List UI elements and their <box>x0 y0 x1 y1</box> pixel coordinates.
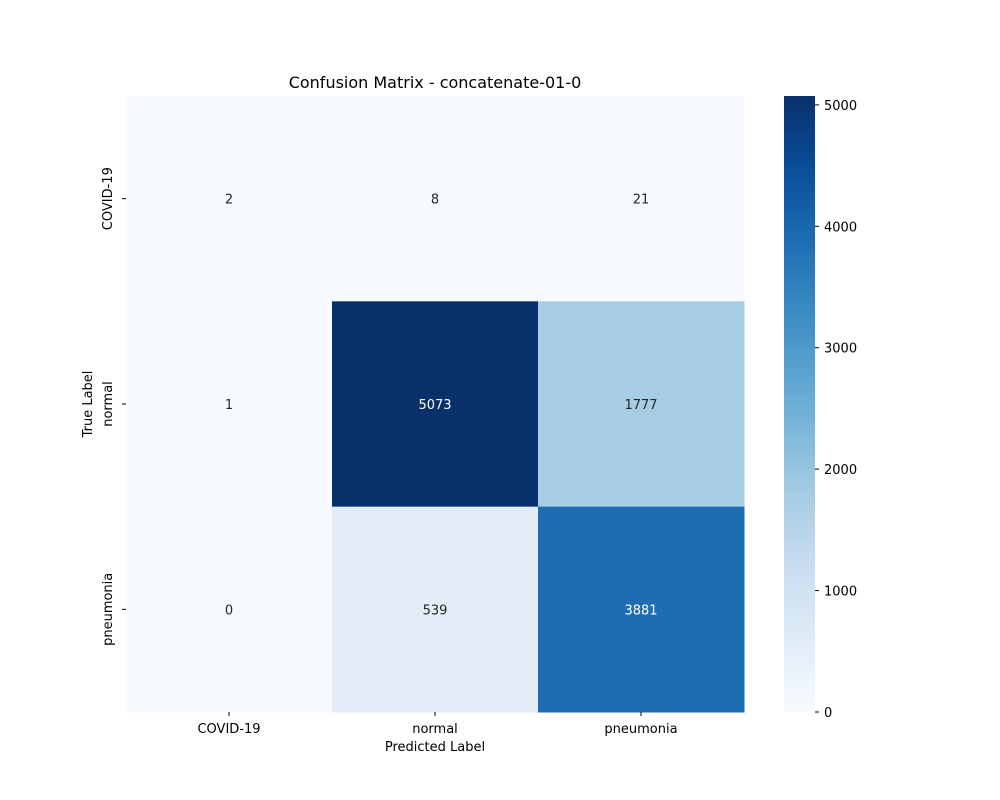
y-axis-ticks: COVID-19 normal pneumonia <box>101 167 126 646</box>
x-tick-label: COVID-19 <box>197 722 260 737</box>
cell-value: 1777 <box>624 398 657 413</box>
cell-value: 3881 <box>624 603 657 618</box>
colorbar-tick-label: 3000 <box>824 342 857 357</box>
cell-value: 2 <box>225 193 233 208</box>
heatmap-cell <box>538 96 745 302</box>
heatmap-cells <box>126 96 745 713</box>
colorbar-ticks: 0 1000 2000 3000 4000 5000 <box>815 99 857 721</box>
cell-value: 539 <box>423 603 448 618</box>
x-tick-label: pneumonia <box>604 722 677 737</box>
colorbar-tick-label: 1000 <box>824 585 857 600</box>
heatmap-cell <box>332 301 539 508</box>
x-axis-ticks: COVID-19 normal pneumonia <box>197 712 678 737</box>
cell-value: 21 <box>633 193 650 208</box>
cell-value: 1 <box>225 398 233 413</box>
heatmap-cell <box>126 96 333 302</box>
x-tick-label: normal <box>412 722 458 737</box>
y-tick-label: COVID-19 <box>101 167 116 230</box>
cell-value: 5073 <box>418 398 451 413</box>
y-tick-label: pneumonia <box>101 573 116 646</box>
colorbar-tick-label: 0 <box>824 706 832 721</box>
heatmap-cell <box>332 96 539 302</box>
y-axis-label: True Label <box>81 371 96 439</box>
heatmap-cell <box>126 301 333 508</box>
heatmap-cell <box>126 506 333 713</box>
y-tick-label: normal <box>101 381 116 427</box>
chart-title: Confusion Matrix - concatenate-01-0 <box>289 73 582 92</box>
cell-value: 8 <box>431 193 439 208</box>
colorbar <box>784 96 815 712</box>
cell-value: 0 <box>225 603 233 618</box>
heatmap-cell <box>332 506 539 713</box>
x-axis-label: Predicted Label <box>385 740 485 755</box>
colorbar-tick-label: 5000 <box>824 99 857 114</box>
colorbar-tick-label: 2000 <box>824 463 857 478</box>
colorbar-tick-label: 4000 <box>824 220 857 235</box>
heatmap-cell <box>538 506 745 713</box>
cell-annotations: 2 8 21 1 5073 1777 0 539 3881 <box>225 193 658 619</box>
heatmap-cell <box>538 301 745 508</box>
